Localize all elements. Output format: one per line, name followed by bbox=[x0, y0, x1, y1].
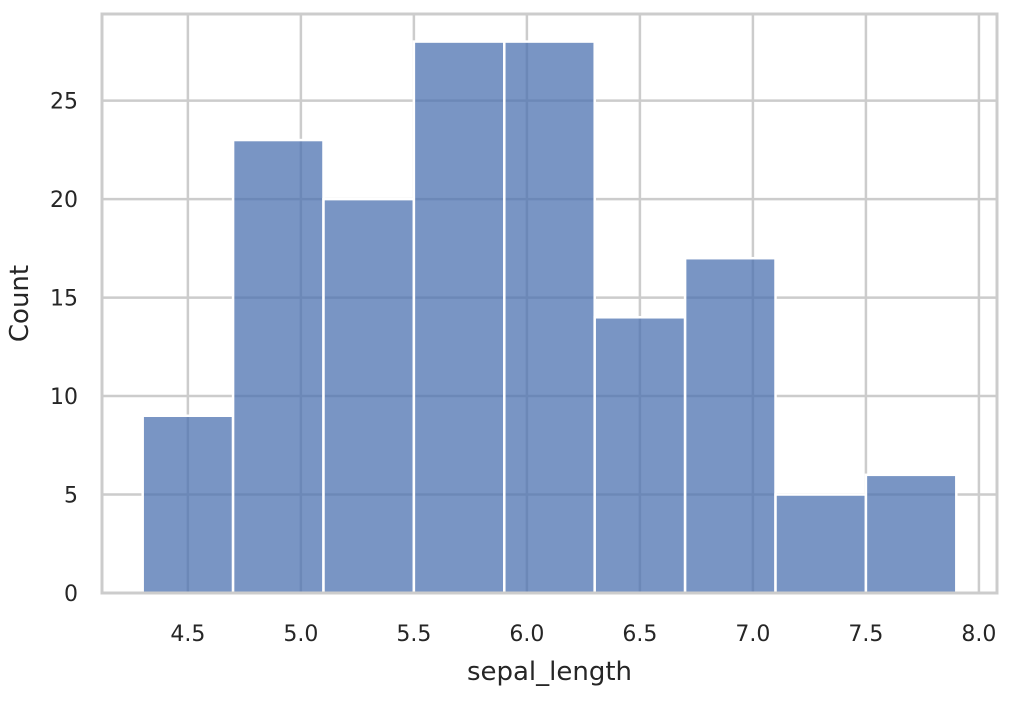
histogram-bar bbox=[503, 40, 596, 595]
plot-frame bbox=[100, 12, 999, 595]
y-tick-label: 25 bbox=[50, 90, 78, 115]
histogram-bar bbox=[683, 256, 777, 595]
x-tick-label: 6.5 bbox=[622, 622, 657, 647]
y-axis-title: Count bbox=[5, 265, 35, 342]
y-tick-label: 5 bbox=[64, 484, 78, 509]
histogram-bar bbox=[231, 138, 325, 595]
histogram-bar bbox=[593, 316, 687, 595]
histogram-bar bbox=[864, 473, 958, 595]
histogram-bar bbox=[412, 40, 506, 595]
y-tick-label: 20 bbox=[50, 188, 78, 213]
y-tick-label: 0 bbox=[64, 582, 78, 607]
y-tick-label: 10 bbox=[50, 385, 78, 410]
x-ticks: 4.5 5.0 5.5 6.0 6.5 7.0 7.5 8.0 bbox=[170, 622, 996, 647]
y-tick-label: 15 bbox=[50, 287, 78, 312]
x-tick-label: 7.5 bbox=[848, 622, 883, 647]
x-tick-label: 5.0 bbox=[283, 622, 318, 647]
x-tick-label: 8.0 bbox=[961, 622, 996, 647]
histogram-bar bbox=[774, 493, 868, 595]
x-tick-label: 5.5 bbox=[396, 622, 431, 647]
x-axis-title: sepal_length bbox=[467, 657, 632, 687]
x-tick-label: 4.5 bbox=[170, 622, 205, 647]
x-tick-label: 7.0 bbox=[735, 622, 770, 647]
bars bbox=[141, 40, 958, 595]
histogram-bar bbox=[322, 197, 416, 595]
y-ticks: 0 5 10 15 20 25 bbox=[50, 90, 78, 607]
x-tick-label: 6.0 bbox=[509, 622, 544, 647]
plot-border bbox=[100, 12, 999, 595]
histogram-bar bbox=[141, 414, 235, 595]
